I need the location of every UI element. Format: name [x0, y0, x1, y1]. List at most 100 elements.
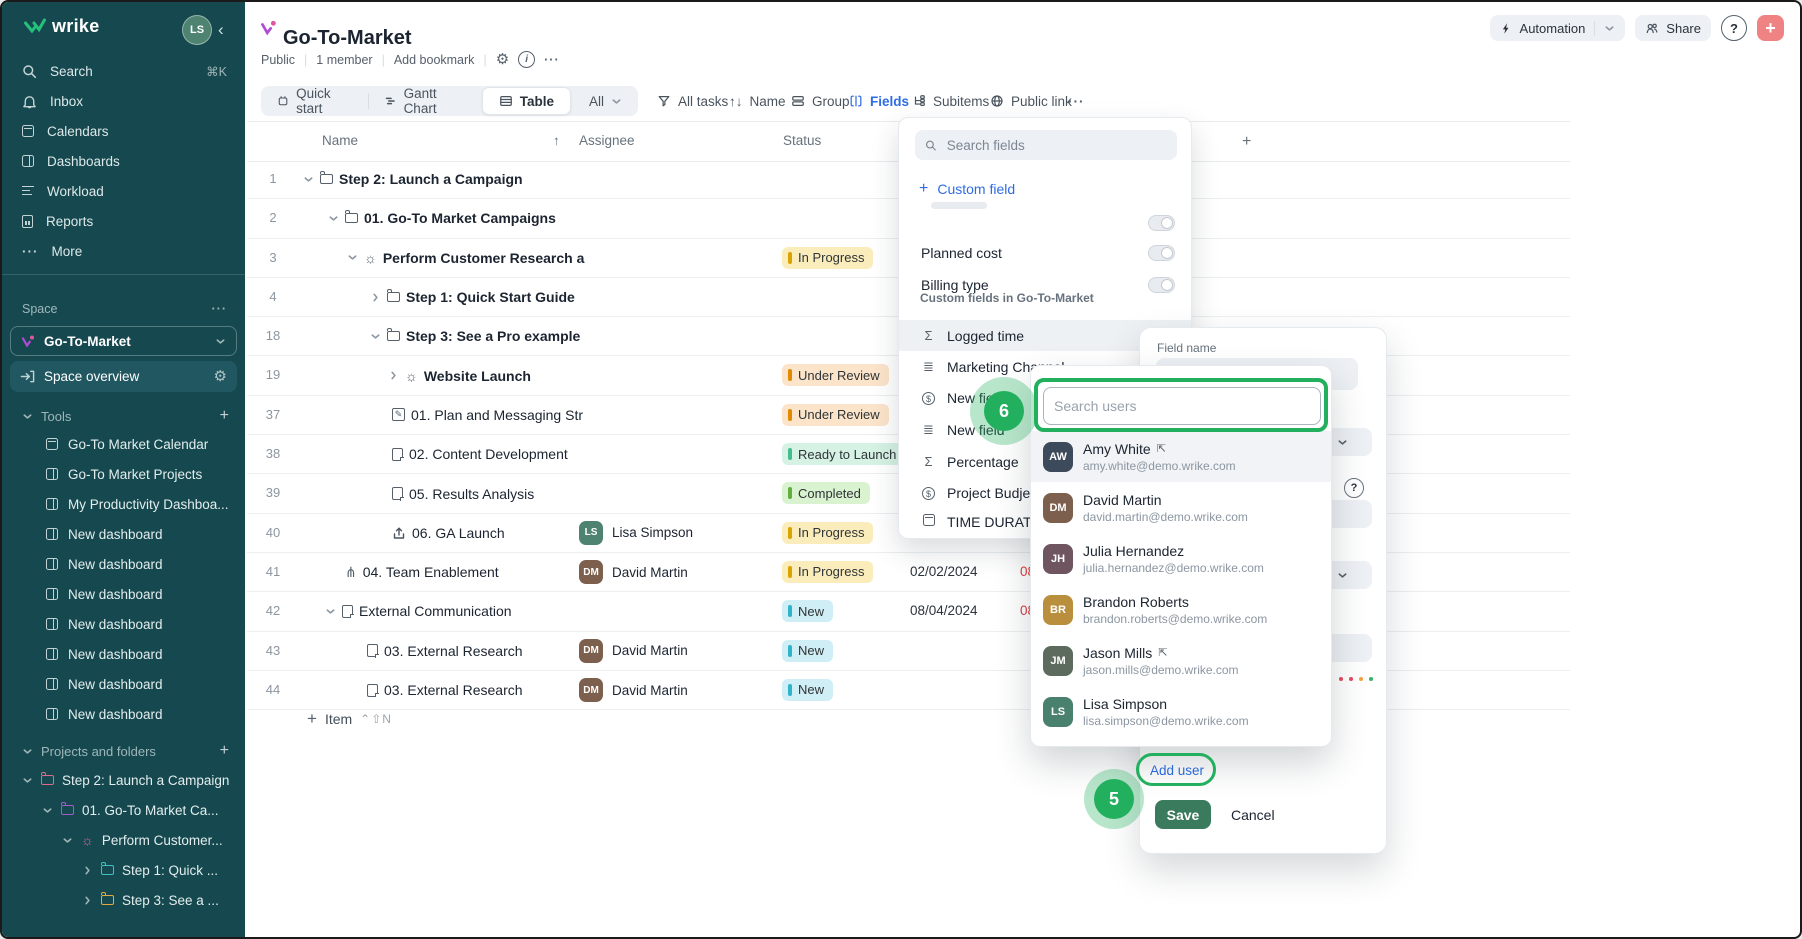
- sidebar-project-item[interactable]: Step 3: See a ...: [2, 885, 245, 915]
- table-row[interactable]: 38 02. Content Development Ready to Laun…: [247, 435, 1570, 475]
- group-button[interactable]: Group: [791, 86, 850, 116]
- create-button[interactable]: +: [1757, 15, 1784, 41]
- add-user-link[interactable]: Add user: [1150, 763, 1205, 778]
- sidebar-tool-item[interactable]: New dashboard: [2, 579, 245, 609]
- status-badge[interactable]: Under Review: [782, 364, 889, 387]
- filter-button[interactable]: All tasks: [657, 86, 728, 116]
- chevron-down-icon[interactable]: [370, 331, 381, 342]
- start-date[interactable]: 08/04/2024: [910, 603, 978, 619]
- add-custom-field-button[interactable]: + Custom field: [919, 180, 1016, 197]
- status-badge[interactable]: New: [782, 639, 834, 662]
- toolbar-more-button[interactable]: ···: [1068, 93, 1085, 109]
- task-name[interactable]: 02. Content Development: [409, 446, 568, 463]
- task-name[interactable]: Step 1: Quick Start Guide: [406, 289, 575, 306]
- sidebar-tool-item[interactable]: New dashboard: [2, 519, 245, 549]
- cancel-button[interactable]: Cancel: [1231, 807, 1275, 823]
- tab-quick-start[interactable]: Quick start: [261, 86, 368, 116]
- toggle[interactable]: [1148, 215, 1175, 231]
- chevron-down-icon[interactable]: [347, 252, 358, 263]
- chevron-down-icon[interactable]: [1604, 23, 1615, 34]
- sidebar-project-item[interactable]: ☼ Perform Customer...: [2, 825, 245, 855]
- table-row[interactable]: 37 ✎ 01. Plan and Messaging Str Under Re…: [247, 396, 1570, 436]
- table-row[interactable]: 42 External Communication New 08/04/2024…: [247, 592, 1570, 632]
- search-users-input[interactable]: [1043, 387, 1321, 425]
- task-name[interactable]: 04. Team Enablement: [362, 564, 499, 581]
- sidebar-project-item[interactable]: Step 2: Launch a Campaign: [2, 765, 245, 795]
- subitems-button[interactable]: Subitems: [912, 86, 989, 116]
- toggle[interactable]: [1148, 277, 1175, 293]
- wrike-logo[interactable]: wrike: [24, 16, 100, 37]
- task-name[interactable]: Perform Customer Research a: [382, 249, 585, 266]
- assignee[interactable]: DM David Martin: [579, 671, 688, 709]
- public-link-button[interactable]: Public link: [990, 86, 1072, 116]
- user-list-item[interactable]: LS Lisa Simpson lisa.simpson@demo.wrike.…: [1031, 686, 1331, 737]
- chevron-down-icon[interactable]: [328, 213, 339, 224]
- sidebar-tool-item[interactable]: My Productivity Dashboa...: [2, 489, 245, 519]
- space-selector[interactable]: Go-To-Market: [10, 326, 237, 356]
- task-name[interactable]: 06. GA Launch: [412, 524, 505, 541]
- task-name[interactable]: Step 3: See a Pro example: [406, 328, 581, 345]
- share-button[interactable]: Share: [1635, 15, 1711, 41]
- add-item-button[interactable]: + Item ⌃⇧N: [307, 709, 392, 728]
- fields-button[interactable]: Fields: [849, 86, 909, 116]
- assignee[interactable]: DM David Martin: [579, 632, 688, 670]
- add-project-icon[interactable]: +: [219, 742, 229, 759]
- start-date[interactable]: 02/02/2024: [910, 563, 978, 579]
- visibility-label[interactable]: Public: [261, 52, 296, 67]
- tools-section-header[interactable]: Tools +: [22, 407, 229, 425]
- status-badge[interactable]: In Progress: [782, 521, 874, 544]
- save-button[interactable]: Save: [1155, 800, 1211, 829]
- task-name[interactable]: 03. External Research: [384, 682, 523, 698]
- assignee[interactable]: LS Lisa Simpson: [579, 514, 693, 552]
- table-row[interactable]: 40 06. GA Launch LS Lisa Simpson In Prog…: [247, 514, 1570, 553]
- collapse-sidebar-icon[interactable]: ‹: [218, 20, 224, 39]
- more-icon[interactable]: ···: [544, 52, 560, 67]
- members-label[interactable]: 1 member: [316, 52, 373, 67]
- user-list-item[interactable]: JH Julia Hernandez julia.hernandez@demo.…: [1031, 533, 1331, 584]
- status-badge[interactable]: In Progress: [782, 560, 874, 583]
- add-bookmark-link[interactable]: Add bookmark: [393, 52, 475, 67]
- field-item-percentage[interactable]: Σ Percentage: [899, 446, 1191, 477]
- sidebar-item-dashboards[interactable]: Dashboards: [2, 146, 245, 176]
- sidebar-tool-item[interactable]: New dashboard: [2, 609, 245, 639]
- user-list-item[interactable]: JM Jason Mills ⇱ jason.mills@demo.wrike.c…: [1031, 635, 1331, 686]
- sidebar-item-calendars[interactable]: Calendars: [2, 116, 245, 146]
- sidebar-tool-item[interactable]: New dashboard: [2, 549, 245, 579]
- sidebar-tool-item[interactable]: New dashboard: [2, 669, 245, 699]
- info-icon[interactable]: i: [518, 51, 536, 68]
- sidebar-item-space-overview[interactable]: Space overview ⚙: [10, 361, 237, 392]
- avatar[interactable]: LS: [182, 15, 212, 45]
- sidebar-project-item[interactable]: 01. Go-To Market Ca...: [2, 795, 245, 825]
- status-badge[interactable]: New: [782, 678, 834, 701]
- task-name[interactable]: Website Launch: [423, 367, 531, 384]
- task-name[interactable]: 05. Results Analysis: [409, 485, 535, 502]
- help-icon[interactable]: ?: [1344, 478, 1364, 498]
- user-list-item[interactable]: DM David Martin david.martin@demo.wrike.…: [1031, 482, 1331, 533]
- sidebar-item-reports[interactable]: Reports: [2, 206, 245, 236]
- sidebar-tool-item[interactable]: New dashboard: [2, 639, 245, 669]
- task-name[interactable]: 03. External Research: [384, 642, 523, 659]
- chevron-right-icon[interactable]: [388, 370, 399, 381]
- status-badge[interactable]: In Progress: [782, 246, 874, 269]
- sort-button[interactable]: ↑↓ Name: [729, 93, 786, 109]
- tab-table[interactable]: Table: [481, 87, 571, 115]
- column-status[interactable]: Status: [783, 133, 822, 148]
- add-tool-icon[interactable]: +: [219, 407, 229, 424]
- add-column-button[interactable]: +: [1242, 133, 1252, 150]
- table-row[interactable]: 44 03. External Research DM David Martin…: [247, 671, 1570, 711]
- space-more-icon[interactable]: ···: [211, 302, 227, 316]
- gear-icon[interactable]: ⚙: [213, 368, 227, 385]
- status-badge[interactable]: Under Review: [782, 403, 889, 426]
- tab-gantt-chart[interactable]: Gantt Chart: [369, 86, 480, 116]
- gear-icon[interactable]: ⚙: [495, 51, 510, 68]
- automation-button[interactable]: Automation: [1489, 15, 1626, 41]
- sidebar-item-inbox[interactable]: Inbox: [2, 86, 245, 116]
- column-assignee[interactable]: Assignee: [579, 133, 635, 148]
- help-button[interactable]: ?: [1721, 15, 1747, 41]
- task-name[interactable]: Step 2: Launch a Campaign: [339, 171, 523, 188]
- column-name[interactable]: Name: [322, 133, 359, 148]
- task-name[interactable]: 01. Plan and Messaging Str: [411, 406, 583, 423]
- chevron-right-icon[interactable]: [370, 292, 381, 303]
- sidebar-item-search[interactable]: Search ⌘K: [2, 56, 245, 86]
- chevron-down-icon[interactable]: [325, 606, 336, 617]
